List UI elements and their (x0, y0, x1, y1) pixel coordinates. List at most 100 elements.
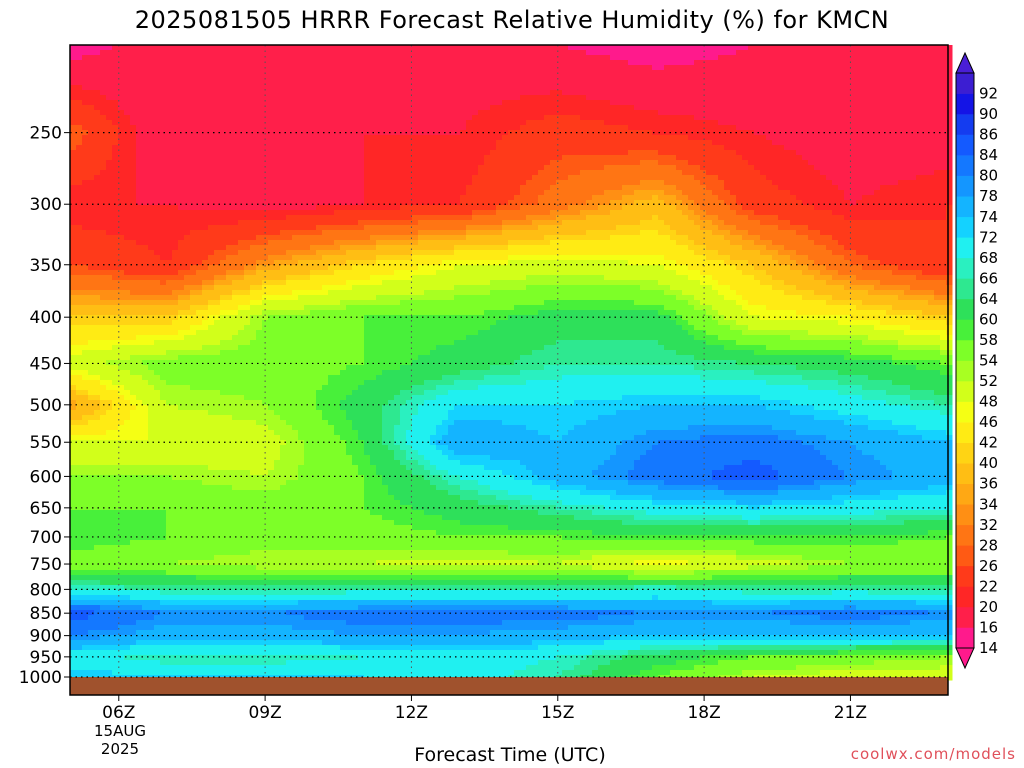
heatmap-cell (202, 320, 209, 326)
heatmap-cell (262, 90, 269, 96)
heatmap-cell (286, 580, 293, 586)
heatmap-cell (280, 80, 287, 86)
heatmap-cell (256, 285, 263, 291)
heatmap-cell (268, 190, 275, 196)
heatmap-cell (214, 545, 221, 551)
heatmap-cell (274, 550, 281, 556)
heatmap-cell (244, 240, 251, 246)
heatmap-cell (154, 405, 161, 411)
heatmap-cell (178, 595, 185, 601)
heatmap-cell (190, 635, 197, 641)
heatmap-cell (292, 55, 299, 61)
heatmap-cell (160, 650, 167, 656)
heatmap-cell (196, 665, 203, 671)
heatmap-cell (304, 195, 311, 201)
heatmap-cell (142, 525, 149, 531)
heatmap-cell (178, 475, 185, 481)
heatmap-cell (94, 400, 101, 406)
heatmap-cell (118, 235, 125, 241)
heatmap-cell (172, 540, 179, 546)
heatmap-cell (214, 265, 221, 271)
heatmap-cell (124, 285, 131, 291)
heatmap-cell (76, 110, 83, 116)
heatmap-cell (298, 520, 305, 526)
heatmap-cell (178, 260, 185, 266)
heatmap-cell (232, 420, 239, 426)
heatmap-cell (268, 115, 275, 121)
heatmap-cell (76, 585, 83, 591)
heatmap-cell (274, 505, 281, 511)
heatmap-cell (154, 470, 161, 476)
heatmap-cell (190, 260, 197, 266)
heatmap-cell (226, 660, 233, 666)
heatmap-cell (274, 245, 281, 251)
heatmap-cell (262, 200, 269, 206)
heatmap-cell (124, 115, 131, 121)
heatmap-cell (76, 300, 83, 306)
heatmap-cell (292, 310, 299, 316)
heatmap-cell (238, 175, 245, 181)
heatmap-cell (166, 465, 173, 471)
heatmap-cell (232, 70, 239, 76)
heatmap-cell (220, 115, 227, 121)
heatmap-cell (70, 385, 77, 391)
heatmap-cell (82, 585, 89, 591)
heatmap-cell (172, 585, 179, 591)
heatmap-cell (274, 65, 281, 71)
heatmap-cell (112, 300, 119, 306)
heatmap-cell (292, 50, 299, 56)
heatmap-cell (292, 515, 299, 521)
heatmap-cell (280, 615, 287, 621)
heatmap-cell (274, 140, 281, 146)
heatmap-cell (256, 195, 263, 201)
heatmap-cell (130, 430, 137, 436)
heatmap-cell (292, 180, 299, 186)
heatmap-cell (196, 175, 203, 181)
heatmap-cell (172, 475, 179, 481)
heatmap-cell (220, 235, 227, 241)
heatmap-cell (280, 575, 287, 581)
heatmap-cell (238, 135, 245, 141)
heatmap-cell (130, 175, 137, 181)
heatmap-cell (280, 340, 287, 346)
heatmap-cell (238, 310, 245, 316)
heatmap-cell (106, 400, 113, 406)
heatmap-cell (160, 110, 167, 116)
heatmap-cell (76, 90, 83, 96)
heatmap-cell (148, 590, 155, 596)
heatmap-cell (154, 195, 161, 201)
heatmap-cell (142, 345, 149, 351)
heatmap-cell (250, 200, 257, 206)
heatmap-cell (154, 510, 161, 516)
heatmap-cell (298, 235, 305, 241)
heatmap-cell (268, 485, 275, 491)
heatmap-cell (82, 235, 89, 241)
heatmap-cell (76, 620, 83, 626)
heatmap-cell (262, 655, 269, 661)
heatmap-cell (100, 470, 107, 476)
heatmap-cell (244, 555, 251, 561)
heatmap-cell (274, 270, 281, 276)
heatmap-cell (226, 470, 233, 476)
heatmap-cell (238, 500, 245, 506)
heatmap-cell (88, 595, 95, 601)
heatmap-cell (160, 550, 167, 556)
heatmap-cell (70, 605, 77, 611)
heatmap-cell (244, 340, 251, 346)
heatmap-cell (82, 490, 89, 496)
heatmap-cell (172, 550, 179, 556)
heatmap-cell (142, 220, 149, 226)
heatmap-cell (202, 515, 209, 521)
heatmap-cell (166, 520, 173, 526)
heatmap-cell (190, 190, 197, 196)
heatmap-cell (292, 275, 299, 281)
heatmap-cell (148, 490, 155, 496)
heatmap-cell (250, 120, 257, 126)
heatmap-cell (142, 555, 149, 561)
heatmap-cell (112, 635, 119, 641)
heatmap-cell (148, 375, 155, 381)
heatmap-cell (142, 65, 149, 71)
heatmap-cell (244, 570, 251, 576)
heatmap-cell (202, 110, 209, 116)
heatmap-cell (214, 580, 221, 586)
